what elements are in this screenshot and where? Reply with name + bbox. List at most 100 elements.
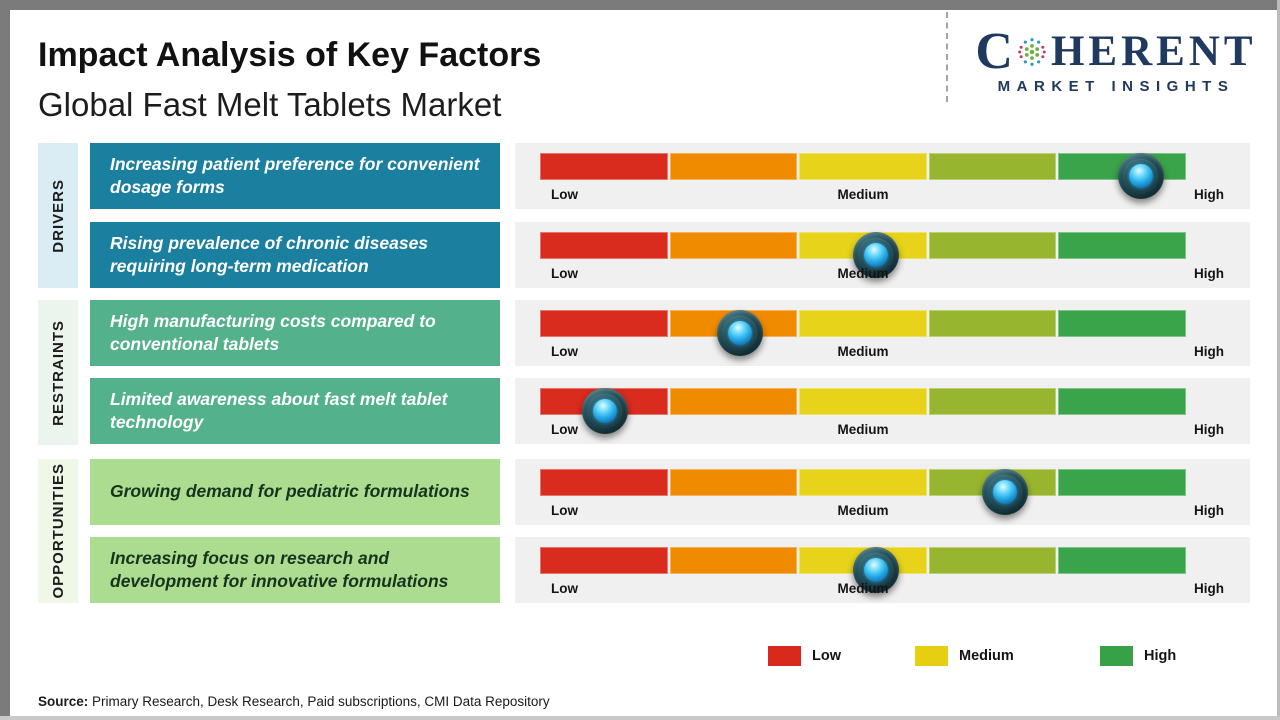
impact-marker-core: [1128, 164, 1153, 188]
impact-marker: [581, 388, 628, 434]
brand-letter-c: C: [975, 23, 1013, 80]
impact-bar-segment: [928, 153, 1057, 180]
frame-bottom-border: [0, 716, 1280, 720]
logo-divider-dashed-line: [946, 12, 948, 102]
scale-label-high: High: [1194, 344, 1224, 359]
impact-marker: [852, 232, 899, 278]
scale-label-low: Low: [551, 344, 578, 359]
factor-text: Limited awareness about fast melt tablet…: [110, 388, 448, 432]
factor-box: Limited awareness about fast melt tablet…: [90, 378, 500, 444]
group-band-opportunities: OPPORTUNITIES: [38, 459, 78, 603]
impact-scale-panel: Low Medium High: [515, 378, 1250, 444]
frame-right-border: [1277, 0, 1280, 720]
impact-scale-panel: Low Medium High: [515, 459, 1250, 525]
impact-bar-segment: [928, 310, 1057, 337]
brand-logo-wordmark: C HERENT: [966, 23, 1266, 80]
impact-bar-segment: [799, 388, 927, 415]
impact-scale-panel: Low Medium High: [515, 143, 1250, 209]
scale-label-medium: Medium: [837, 187, 889, 202]
impact-bar: [540, 310, 1186, 356]
impact-bar-segment: [928, 388, 1057, 415]
legend-label-high: High: [1144, 648, 1177, 664]
impact-marker-core: [863, 558, 888, 582]
brand-logo: C HERENT MARKET INSIGHTS: [966, 23, 1266, 96]
group-label-opportunities: OPPORTUNITIES: [49, 463, 67, 599]
impact-marker-core: [863, 243, 888, 267]
impact-bar-segment: [928, 547, 1057, 574]
impact-bar-segment: [799, 310, 927, 337]
impact-marker: [717, 310, 764, 356]
impact-bar-segment: [799, 153, 927, 180]
impact-bar: [540, 153, 1186, 199]
scale-label-low: Low: [551, 422, 578, 437]
impact-bar-segment: [540, 547, 668, 574]
impact-bar-segment: [669, 469, 798, 496]
factor-text: Increasing patient preference for conven…: [110, 153, 480, 197]
factor-box: Increasing patient preference for conven…: [90, 143, 500, 209]
impact-bar-segment: [540, 232, 668, 259]
scale-label-low: Low: [551, 187, 578, 202]
legend-item-high: High: [1100, 646, 1176, 666]
factor-text: Rising prevalence of chronic diseases re…: [110, 232, 429, 276]
impact-bar: [540, 232, 1186, 278]
impact-scale-panel: Low Medium High: [515, 222, 1250, 288]
factor-text: Growing demand for pediatric formulation…: [110, 481, 470, 502]
impact-bar-segment: [540, 153, 668, 180]
brand-tagline: MARKET INSIGHTS: [997, 78, 1235, 95]
legend-label-low: Low: [812, 648, 841, 664]
factor-text: Increasing focus on research and develop…: [110, 547, 449, 591]
page-title: Impact Analysis of Key Factors: [38, 36, 542, 74]
scale-label-high: High: [1194, 581, 1224, 596]
frame-left-border: [0, 0, 10, 720]
scale-label-medium: Medium: [837, 503, 889, 518]
scale-label-medium: Medium: [837, 344, 889, 359]
scale-labels: Low Medium High: [540, 344, 1224, 362]
impact-bar-segment: [928, 232, 1057, 259]
source-label: Source:: [38, 694, 89, 709]
impact-bar: [540, 388, 1186, 434]
page-subtitle: Global Fast Melt Tablets Market: [38, 86, 502, 123]
scale-label-low: Low: [551, 503, 578, 518]
brand-letters-herent: HERENT: [1050, 28, 1257, 75]
legend-label-medium: Medium: [959, 648, 1014, 664]
impact-bar-segment: [669, 388, 798, 415]
scale-label-low: Low: [551, 581, 578, 596]
legend-item-medium: Medium: [915, 646, 1014, 666]
impact-bar-segment: [1058, 547, 1186, 574]
impact-marker-core: [993, 480, 1018, 504]
impact-bar-segment: [799, 469, 927, 496]
legend-swatch-high: [1100, 646, 1133, 666]
impact-marker-core: [728, 321, 753, 345]
impact-bar-segment: [1058, 232, 1186, 259]
impact-bar: [540, 547, 1186, 593]
factor-box: Increasing focus on research and develop…: [90, 537, 500, 603]
source-line: Source: Primary Research, Desk Research,…: [38, 694, 550, 709]
scale-labels: Low Medium High: [540, 581, 1224, 599]
scale-label-high: High: [1194, 266, 1224, 281]
impact-bar-segment: [1058, 469, 1186, 496]
impact-scale-panel: Low Medium High: [515, 537, 1250, 603]
impact-scale-panel: Low Medium High: [515, 300, 1250, 366]
impact-bar-segment: [669, 547, 798, 574]
factor-box: Rising prevalence of chronic diseases re…: [90, 222, 500, 288]
group-band-drivers: DRIVERS: [38, 143, 78, 288]
factor-box: Growing demand for pediatric formulation…: [90, 459, 500, 525]
legend-item-low: Low: [768, 646, 841, 666]
impact-bar-segment: [669, 153, 798, 180]
frame-top-border: [0, 0, 1280, 10]
scale-label-medium: Medium: [837, 581, 889, 596]
factor-box: High manufacturing costs compared to con…: [90, 300, 500, 366]
impact-bar-segment: [669, 232, 798, 259]
group-band-restraints: RESTRAINTS: [38, 300, 78, 445]
dotted-globe-icon: [1018, 38, 1046, 66]
group-label-drivers: DRIVERS: [49, 178, 67, 253]
source-text: Primary Research, Desk Research, Paid su…: [88, 694, 550, 709]
scale-label-medium: Medium: [837, 422, 889, 437]
scale-label-high: High: [1194, 422, 1224, 437]
impact-marker: [982, 469, 1029, 515]
impact-marker-core: [592, 399, 617, 423]
impact-bar-segment: [540, 469, 668, 496]
legend-swatch-medium: [915, 646, 948, 666]
scale-labels: Low Medium High: [540, 266, 1224, 284]
